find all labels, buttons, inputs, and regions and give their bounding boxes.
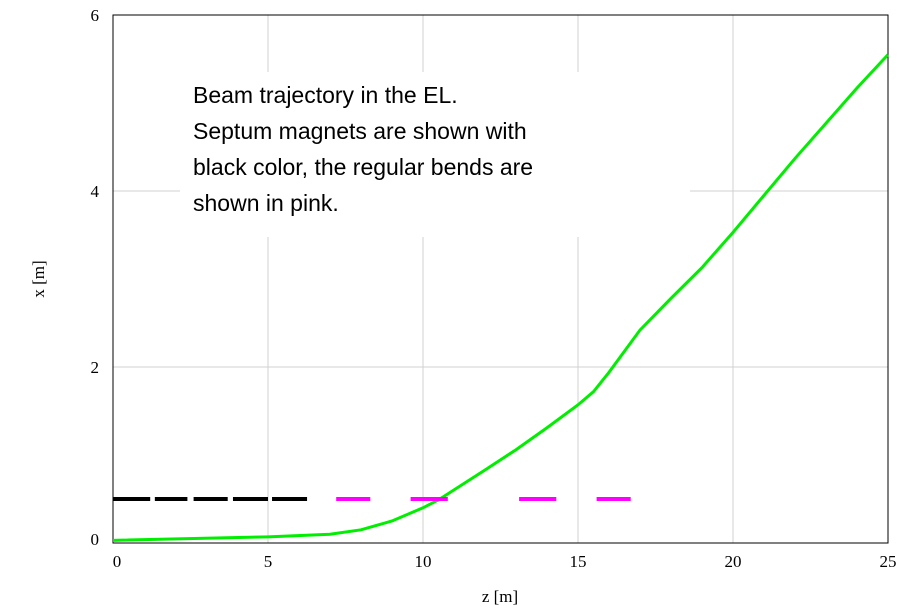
y-tick-label: 4 [91,182,100,201]
trajectory-line [112,53,890,542]
plot-frame [112,14,889,544]
y-tick-label: 0 [91,530,100,549]
x-tick-label: 25 [880,552,897,571]
y-tick-label: 6 [91,6,100,25]
x-tick-label: 10 [415,552,432,571]
annotation-line: black color, the regular bends are [193,154,533,180]
x-axis-label: z [m] [482,587,518,606]
annotation-line: Beam trajectory in the EL. [193,82,458,108]
x-tick-label: 5 [264,552,273,571]
y-axis-label: x [m] [29,260,48,297]
x-tick-label: 0 [113,552,122,571]
annotation-line: shown in pink. [193,190,339,216]
y-tick-label: 2 [91,358,100,377]
x-tick-label: 20 [725,552,742,571]
annotation-line: Septum magnets are shown with [193,118,527,144]
x-tick-label: 15 [570,552,587,571]
annotation-box [180,72,690,237]
